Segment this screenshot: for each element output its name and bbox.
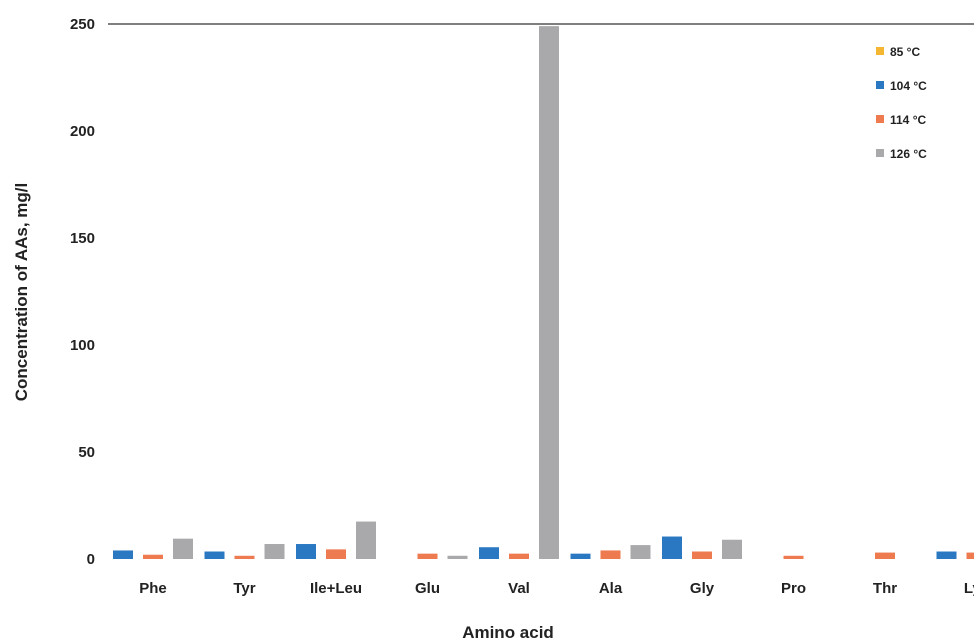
x-tick-label: Phe: [139, 580, 167, 597]
x-tick-label: Glu: [415, 580, 440, 597]
x-tick-label: Thr: [873, 580, 897, 597]
legend: 85 °C 104 °C 114 °C 126 °C: [876, 45, 927, 161]
bar-group: [113, 26, 974, 559]
legend-swatch: [876, 149, 884, 157]
x-tick-label: Gly: [690, 580, 715, 597]
x-tick-label: Lys: [964, 580, 974, 597]
bar-gly-114: [692, 551, 712, 559]
legend-swatch: [876, 81, 884, 89]
y-tick-label: 200: [70, 123, 95, 140]
x-tick-label: Val: [508, 580, 530, 597]
bar-ala-126: [630, 545, 651, 559]
bar-ala-104: [570, 553, 591, 559]
y-tick-label: 100: [70, 337, 95, 354]
legend-label: 126 °C: [890, 147, 927, 161]
x-tick-label: Pro: [781, 580, 806, 597]
bar-phe-114: [143, 554, 163, 559]
legend-label: 114 °C: [890, 113, 926, 127]
bar-lys-104: [936, 551, 957, 559]
legend-label: 85 °C: [890, 45, 920, 59]
bar-gly-104: [662, 536, 682, 559]
y-tick-label: 150: [70, 230, 95, 247]
bar-tyr-126: [264, 544, 285, 559]
bar-ile-leu-126: [356, 521, 376, 559]
bar-gly-126: [722, 539, 742, 559]
bar-glu-114: [417, 553, 438, 559]
x-axis-title: Amino acid: [462, 623, 554, 642]
y-tick-label: 50: [78, 444, 95, 461]
bar-tyr-114: [234, 555, 255, 559]
bar-ile-leu-104: [296, 544, 316, 559]
legend-label: 104 °C: [890, 79, 927, 93]
bar-tyr-104: [204, 551, 225, 559]
bar-lys-114: [966, 552, 974, 559]
bar-glu-126: [447, 555, 468, 559]
bar-phe-104: [113, 550, 133, 559]
bar-val-104: [479, 547, 499, 559]
legend-swatch: [876, 115, 884, 123]
bar-thr-114: [875, 552, 895, 559]
y-axis-title: Concentration of AAs, mg/l: [12, 183, 31, 402]
legend-swatch: [876, 47, 884, 55]
bar-pro-114: [783, 555, 804, 559]
y-axis-ticks: 0 50 100 150 200 250: [70, 16, 95, 568]
x-tick-label: Tyr: [233, 580, 255, 597]
y-tick-label: 250: [70, 16, 95, 33]
x-tick-label: Ala: [599, 580, 623, 597]
bar-val-126: [539, 26, 559, 559]
x-axis-ticks: Phe Tyr Ile+Leu Glu Val Ala Gly Pro Thr Lys: [139, 580, 974, 597]
x-tick-label: Ile+Leu: [310, 580, 362, 597]
bar-ile-leu-114: [326, 549, 346, 559]
bar-phe-126: [173, 538, 193, 559]
bar-ala-114: [600, 550, 621, 559]
bar-val-114: [509, 553, 529, 559]
y-tick-label: 0: [87, 551, 95, 568]
